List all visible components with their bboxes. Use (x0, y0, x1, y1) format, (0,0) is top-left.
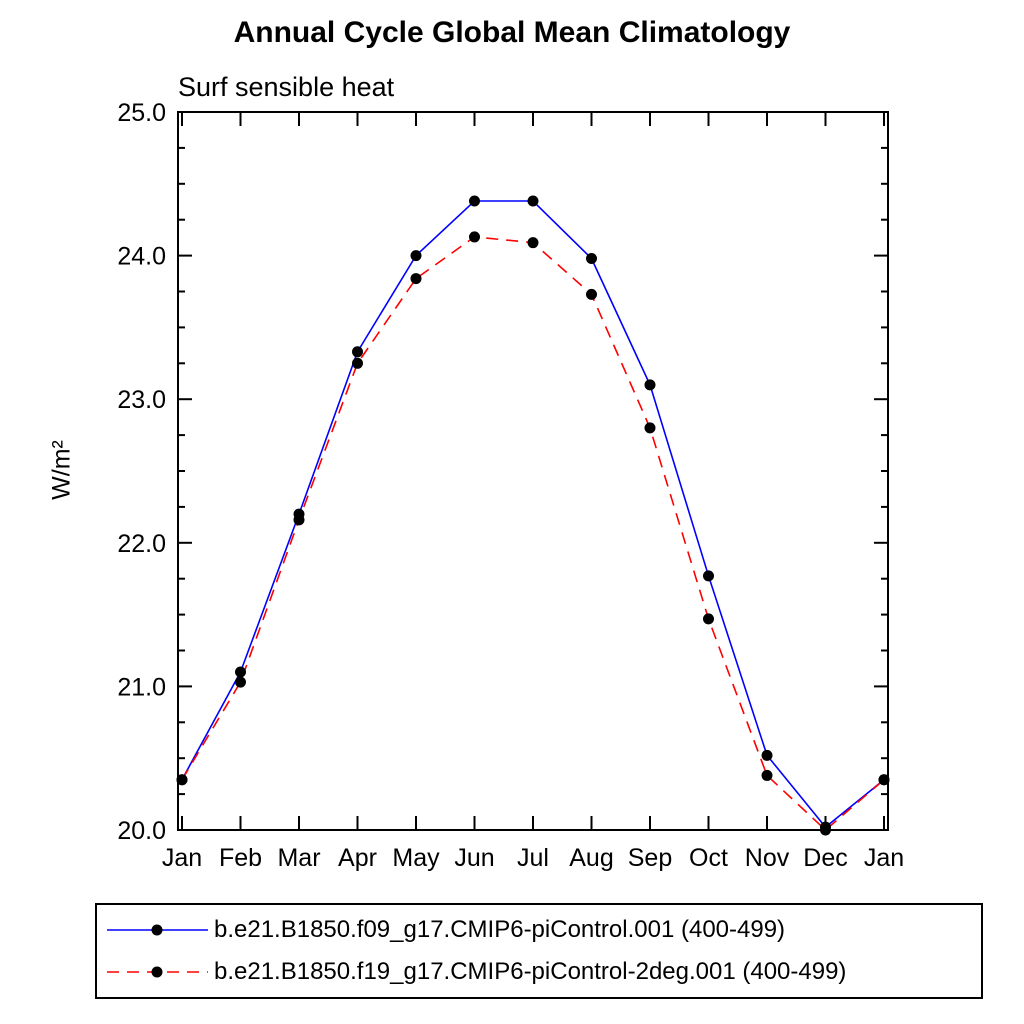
x-tick-label: Jul (517, 844, 549, 872)
y-tick-label: 25.0 (117, 99, 166, 127)
data-point-marker (527, 195, 539, 207)
x-tick-label: Jun (454, 844, 494, 872)
data-point-marker (586, 252, 597, 264)
legend: b.e21.B1850.f09_g17.CMIP6-piControl.001 … (95, 903, 983, 999)
data-point-marker (410, 273, 422, 285)
data-point-marker (176, 774, 188, 786)
data-point-marker (644, 379, 656, 391)
data-point-marker (352, 346, 363, 358)
series-line-1 (181, 236, 885, 832)
x-tick-label: Nov (745, 844, 790, 872)
data-point-marker (469, 231, 480, 243)
x-tick-label: Sep (628, 844, 672, 872)
y-tick-label: 21.0 (117, 673, 166, 701)
x-tick-label: Dec (803, 844, 847, 872)
chart-title: Annual Cycle Global Mean Climatology (233, 16, 791, 49)
data-point-marker (703, 613, 714, 625)
y-tick-label: 22.0 (117, 530, 166, 558)
x-tick-label: Jan (162, 844, 202, 872)
legend-line-sample (107, 924, 208, 936)
legend-item: b.e21.B1850.f09_g17.CMIP6-piControl.001 … (105, 916, 981, 944)
legend-line-sample (107, 966, 208, 978)
series-line-0 (181, 200, 885, 829)
legend-item: b.e21.B1850.f19_g17.CMIP6-piControl-2deg… (105, 958, 981, 986)
x-tick-label: Aug (569, 844, 613, 872)
x-tick-label: Apr (338, 844, 377, 872)
plot-frame (177, 111, 889, 831)
data-point-marker (469, 195, 480, 207)
data-point-marker (410, 250, 422, 262)
data-point-marker (761, 749, 773, 761)
y-tick-label: 24.0 (117, 243, 166, 271)
data-point-marker (586, 288, 597, 300)
legend-marker-dot (151, 966, 163, 978)
data-point-marker (703, 570, 714, 582)
legend-marker-dot (151, 924, 163, 936)
data-point-marker (293, 514, 305, 526)
x-tick-label: Oct (689, 844, 728, 872)
data-point-marker (878, 774, 890, 786)
data-point-marker (235, 666, 246, 678)
data-point-marker (820, 824, 831, 836)
data-point-marker (644, 422, 656, 434)
legend-label: b.e21.B1850.f09_g17.CMIP6-piControl.001 … (214, 916, 786, 943)
data-point-marker (527, 237, 539, 249)
data-point-marker (761, 769, 773, 781)
data-point-marker (235, 676, 246, 688)
y-tick-label: 20.0 (117, 817, 166, 845)
x-tick-label: Jan (864, 844, 904, 872)
x-tick-label: May (392, 844, 440, 872)
legend-label: b.e21.B1850.f19_g17.CMIP6-piControl-2deg… (214, 958, 847, 985)
x-tick-label: Feb (219, 844, 262, 872)
x-tick-label: Mar (277, 844, 320, 872)
chart-subtitle: Surf sensible heat (178, 72, 395, 102)
y-tick-label: 23.0 (117, 386, 166, 414)
data-point-marker (352, 357, 363, 369)
